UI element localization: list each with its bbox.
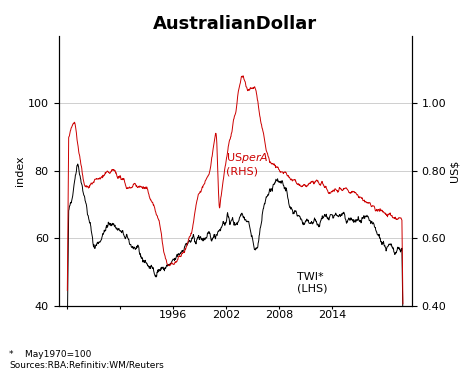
Text: Sources:RBA;Refinitiv;WM/Reuters: Sources:RBA;Refinitiv;WM/Reuters — [9, 361, 164, 368]
Y-axis label: US$: US$ — [449, 160, 459, 182]
Title: AustralianDollar: AustralianDollar — [153, 15, 317, 33]
Text: *    May1970=100: * May1970=100 — [9, 350, 92, 358]
Y-axis label: index: index — [15, 156, 25, 186]
Text: US$perA$
(RHS): US$perA$ (RHS) — [226, 151, 269, 176]
Text: TWI*
(LHS): TWI* (LHS) — [297, 272, 328, 294]
